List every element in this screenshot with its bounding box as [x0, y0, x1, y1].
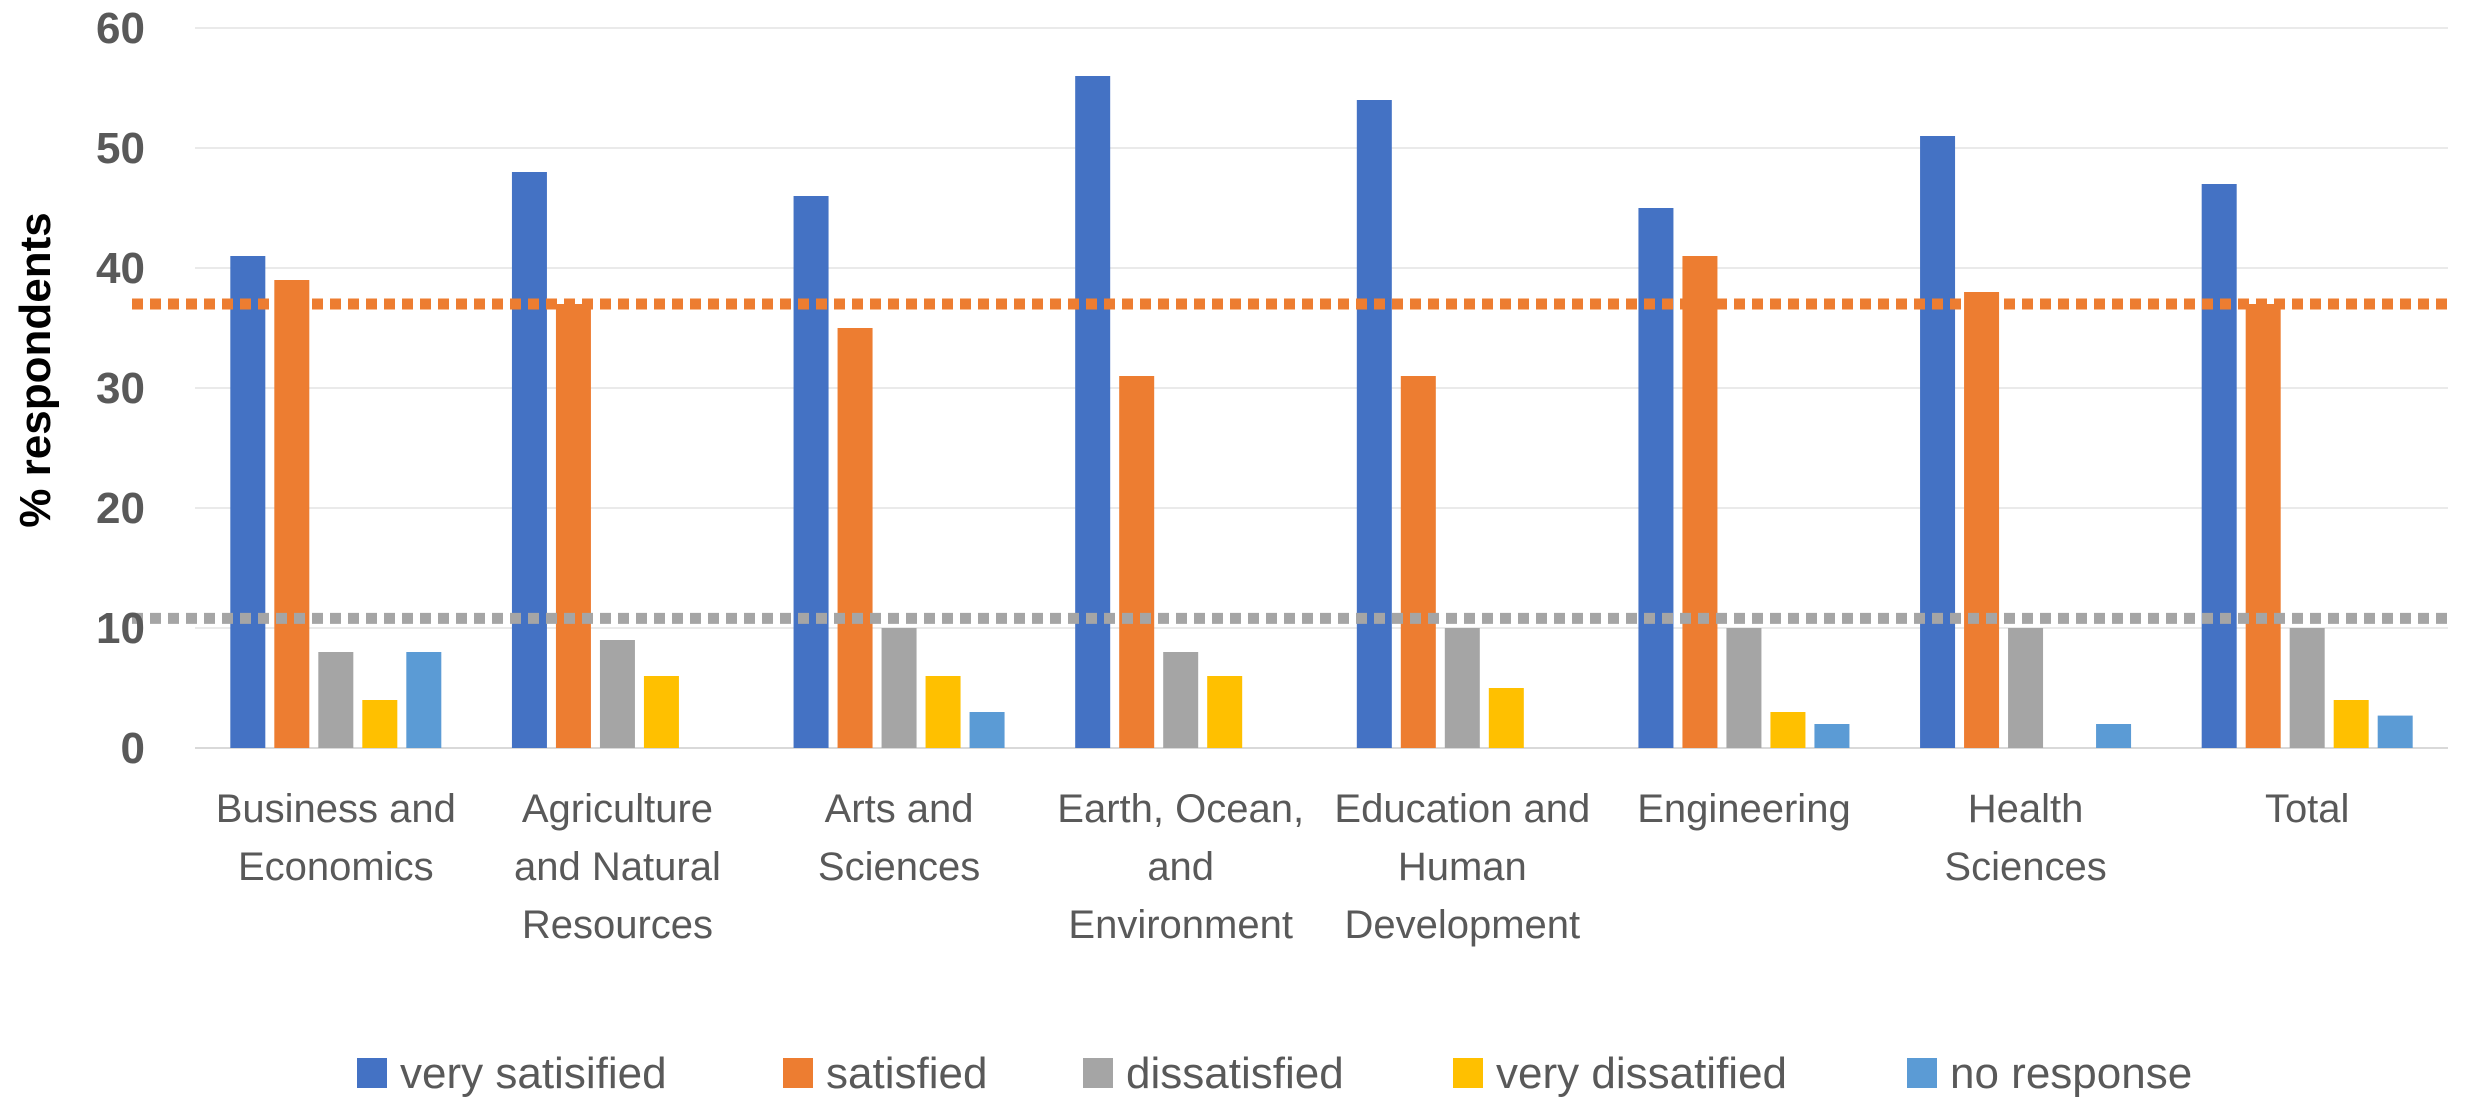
x-category-labels: Business and Economics Agriculture and Natu… [216, 787, 2350, 947]
legend-item-very-satisified: very satisified [357, 1049, 667, 1098]
bar-satisfied-4 [1400, 376, 1436, 748]
legend-swatch [783, 1058, 813, 1088]
bar-very-dissatified-2 [925, 676, 961, 748]
legend-label: satisfied [826, 1049, 987, 1098]
bars [230, 76, 2413, 748]
bar-no-response-6 [2096, 724, 2132, 748]
legend-swatch [357, 1058, 387, 1088]
bar-no-response-5 [1814, 724, 1850, 748]
bar-very-satisified-2 [793, 196, 829, 748]
legend-item-satisfied: satisfied [783, 1049, 987, 1098]
x-category-label: Agriculture and Natural Resources [514, 787, 721, 947]
bar-satisfied-2 [837, 328, 873, 748]
bar-satisfied-1 [555, 304, 591, 748]
x-category-label: Arts and Sciences [818, 787, 980, 889]
legend-label: dissatisfied [1126, 1049, 1344, 1098]
legend-label: very satisified [400, 1049, 667, 1098]
bar-very-satisified-0 [230, 256, 266, 748]
bar-dissatisfied-7 [2289, 628, 2325, 748]
x-category-label: Business and Economics [216, 787, 456, 889]
bar-dissatisfied-5 [1726, 628, 1762, 748]
bar-no-response-0 [406, 652, 442, 748]
bar-very-dissatified-3 [1207, 676, 1243, 748]
y-tick-label: 0 [121, 724, 145, 773]
x-category-label: Total [2265, 787, 2350, 831]
x-category-label: Earth, Ocean, and Environment [1057, 787, 1304, 947]
legend-label: very dissatified [1496, 1049, 1787, 1098]
reference-lines [132, 298, 2448, 624]
bar-very-satisified-3 [1075, 76, 1111, 748]
bar-dissatisfied-4 [1444, 628, 1480, 748]
bar-satisfied-6 [1964, 292, 2000, 748]
bar-very-dissatified-4 [1488, 688, 1524, 748]
bar-very-satisified-6 [1920, 136, 1956, 748]
y-tick-label: 40 [96, 244, 145, 293]
bar-very-satisified-4 [1356, 100, 1392, 748]
y-axis-title: % respondents [11, 212, 60, 527]
legend: very satisified satisfied dissatisfied very… [357, 1049, 2192, 1098]
bar-dissatisfied-3 [1163, 652, 1199, 748]
bar-very-satisified-7 [2201, 184, 2237, 748]
bar-dissatisfied-0 [318, 652, 354, 748]
bar-dissatisfied-2 [881, 628, 917, 748]
bar-satisfied-0 [274, 280, 310, 748]
x-category-label: Health Sciences [1944, 787, 2106, 889]
bar-satisfied-5 [1682, 256, 1718, 748]
bar-very-dissatified-7 [2333, 700, 2369, 748]
bar-very-satisified-1 [511, 172, 547, 748]
y-tick-label: 60 [96, 4, 145, 53]
bar-dissatisfied-1 [599, 640, 635, 748]
bar-satisfied-3 [1119, 376, 1155, 748]
legend-item-very-dissatified: very dissatified [1453, 1049, 1787, 1098]
x-category-label: Engineering [1637, 787, 1851, 831]
bar-satisfied-7 [2245, 304, 2281, 748]
legend-swatch [1907, 1058, 1937, 1088]
bar-very-dissatified-5 [1770, 712, 1806, 748]
legend-label: no response [1950, 1049, 2192, 1098]
y-tick-label: 30 [96, 364, 145, 413]
bar-very-satisified-5 [1638, 208, 1674, 748]
y-tick-label: 50 [96, 124, 145, 173]
legend-swatch [1453, 1058, 1483, 1088]
bar-no-response-2 [969, 712, 1005, 748]
bar-dissatisfied-6 [2008, 628, 2044, 748]
bar-very-dissatified-0 [362, 700, 398, 748]
y-tick-label: 20 [96, 484, 145, 533]
y-tick-label: 10 [96, 604, 145, 653]
bar-no-response-7 [2377, 715, 2413, 748]
bar-very-dissatified-1 [643, 676, 679, 748]
legend-item-no-response: no response [1907, 1049, 2192, 1098]
x-category-label: Education and Human Development [1334, 787, 1590, 947]
y-tick-labels: 0 10 20 30 40 50 60 [96, 4, 145, 773]
legend-swatch [1083, 1058, 1113, 1088]
legend-item-dissatisfied: dissatisfied [1083, 1049, 1344, 1098]
